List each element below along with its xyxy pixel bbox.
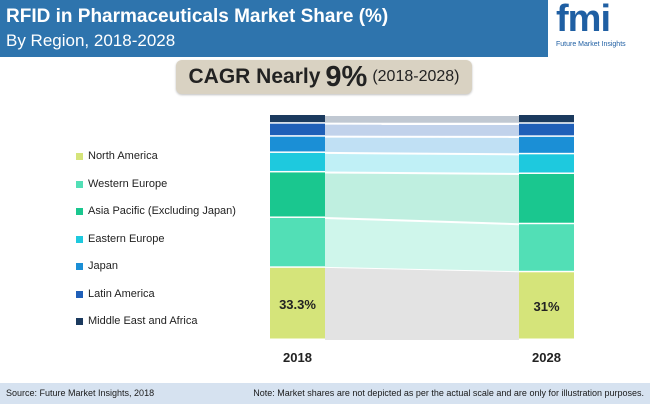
x-tick-label: 2028	[532, 350, 561, 365]
chart-subtitle: By Region, 2018-2028	[6, 31, 176, 50]
cagr-value: 9%	[325, 60, 368, 93]
bar-segment	[270, 136, 325, 152]
legend-swatch	[76, 318, 83, 325]
connector-band	[325, 267, 519, 340]
bar-segment	[270, 217, 325, 267]
legend-label: Western Europe	[88, 177, 168, 190]
bar-segment	[519, 272, 574, 339]
chart-title: RFID in Pharmaceuticals Market Share (%)	[6, 6, 389, 27]
connector-band	[325, 218, 519, 272]
legend-item: Middle East and Africa	[76, 315, 276, 329]
bar-segment	[519, 154, 574, 173]
x-tick-label: 2018	[283, 350, 312, 365]
note-text: Note: Market shares are not depicted as …	[253, 388, 644, 398]
legend-swatch	[76, 290, 83, 298]
bar-segment	[519, 173, 574, 223]
bar-segment	[270, 152, 325, 171]
legend-item: Japan	[76, 260, 276, 274]
legend-label: Asia Pacific (Excluding Japan)	[88, 205, 236, 217]
connector-band	[325, 124, 519, 136]
legend-swatch	[76, 235, 83, 243]
legend-swatch	[76, 153, 83, 160]
bar-segment	[519, 224, 574, 271]
bar-segment	[270, 123, 325, 136]
legend-swatch	[76, 208, 83, 215]
bar-segment	[270, 267, 325, 339]
bar-segment	[270, 115, 325, 123]
footer-bar: Source: Future Market Insights, 2018 Not…	[0, 383, 650, 404]
legend-label: Japan	[88, 260, 118, 272]
legend-swatch	[76, 180, 83, 188]
logo-subtitle: Future Market Insights	[556, 41, 626, 48]
connector-band	[325, 116, 519, 123]
legend-item: North America	[76, 150, 276, 164]
header-banner: RFID in Pharmaceuticals Market Share (%)…	[0, 0, 650, 57]
legend-label: Eastern Europe	[88, 232, 165, 245]
legend-swatch	[76, 263, 83, 270]
source-text: Source: Future Market Insights, 2018	[6, 388, 155, 398]
cagr-prefix: CAGR Nearly	[188, 65, 321, 88]
legend-item: Western Europe	[76, 178, 276, 192]
bar-segment	[270, 172, 325, 217]
cagr-period: (2018-2028)	[372, 68, 460, 85]
connector-band	[325, 173, 519, 224]
cagr-badge: CAGR Nearly 9% (2018-2028)	[176, 60, 472, 94]
legend-item: Latin America	[76, 288, 276, 302]
legend-label: Latin America	[88, 287, 155, 300]
legend-item: Asia Pacific (Excluding Japan)	[76, 205, 276, 219]
bar-segment	[519, 115, 574, 123]
bar-segment	[519, 136, 574, 153]
bar-segment	[519, 123, 574, 136]
data-label: 33.3%	[279, 297, 316, 312]
legend-label: North America	[88, 150, 158, 162]
data-label: 31%	[533, 299, 559, 314]
logo-text: fmi	[556, 0, 611, 40]
fmi-logo: fmi Future Market Insights	[548, 0, 650, 57]
connector-band	[325, 153, 519, 173]
legend-item: Eastern Europe	[76, 233, 276, 247]
connector-band	[325, 137, 519, 154]
legend-label: Middle East and Africa	[88, 315, 198, 327]
